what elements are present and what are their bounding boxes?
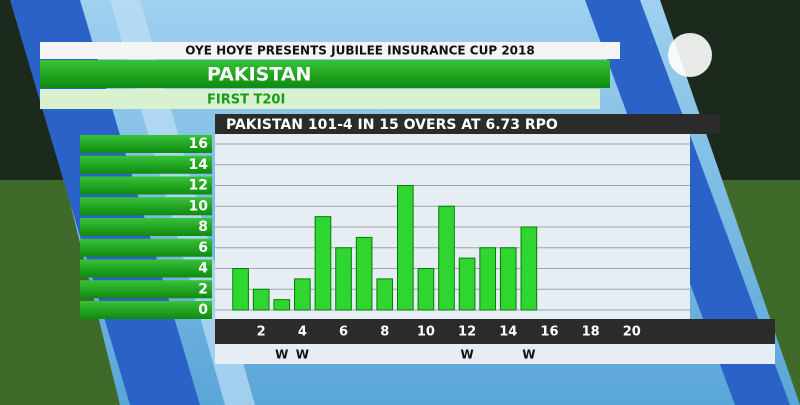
x-axis-bar xyxy=(215,319,775,344)
match-bar xyxy=(40,89,600,109)
bar xyxy=(355,236,373,311)
wicket-bar xyxy=(215,344,775,364)
x-tick-label: 4 xyxy=(298,325,307,340)
y-tick-strip xyxy=(80,176,212,195)
bar xyxy=(479,247,497,311)
bar xyxy=(458,257,476,311)
x-tick-label: 2 xyxy=(257,325,266,340)
x-tick-label: 18 xyxy=(582,325,600,340)
y-tick-label: 14 xyxy=(189,157,209,173)
x-tick-label: 14 xyxy=(499,325,517,340)
team-bar xyxy=(40,60,610,88)
y-tick-strip xyxy=(80,238,212,257)
y-tick-strip xyxy=(80,218,212,236)
y-tick-strip xyxy=(80,197,212,216)
y-tick-strip xyxy=(80,135,212,153)
y-tick-strip xyxy=(80,155,212,174)
y-tick-label: 2 xyxy=(198,281,208,297)
y-tick-strip xyxy=(80,301,212,319)
bar xyxy=(438,205,455,311)
wicket-marker: W xyxy=(460,348,473,362)
wicket-marker: W xyxy=(522,348,535,362)
title: OYE HOYE PRESENTS JUBILEE INSURANCE CUP … xyxy=(185,44,534,58)
bar xyxy=(252,288,270,311)
bar xyxy=(273,299,291,311)
bar xyxy=(520,226,538,311)
floodlight xyxy=(668,33,712,77)
y-tick-label: 4 xyxy=(198,261,208,277)
wicket-marker: W xyxy=(275,348,288,362)
match: FIRST T20I xyxy=(207,93,285,108)
y-tick-label: 12 xyxy=(189,178,208,194)
bar xyxy=(232,268,249,311)
wicket-marker: W xyxy=(296,348,309,362)
x-tick-label: 8 xyxy=(380,325,389,340)
bar xyxy=(417,268,435,311)
x-tick-label: 20 xyxy=(623,325,641,340)
summary-bar xyxy=(215,114,720,134)
y-tick-label: 0 xyxy=(198,302,208,318)
y-tick-label: 6 xyxy=(198,240,208,256)
bar xyxy=(294,278,311,311)
y-tick-label: 16 xyxy=(189,136,208,152)
bar xyxy=(335,247,352,311)
x-tick-label: 10 xyxy=(417,325,435,340)
summary: PAKISTAN 101-4 IN 15 OVERS AT 6.73 RPO xyxy=(226,117,558,133)
bar xyxy=(314,216,332,311)
team: PAKISTAN xyxy=(207,64,311,86)
bar xyxy=(499,247,517,311)
bar xyxy=(396,185,414,311)
y-tick-label: 8 xyxy=(198,219,208,235)
x-tick-label: 16 xyxy=(540,325,558,340)
title-bar xyxy=(40,42,620,59)
y-tick-label: 10 xyxy=(189,198,209,214)
x-tick-label: 6 xyxy=(339,325,348,340)
x-tick-label: 12 xyxy=(458,325,476,340)
y-tick-strip xyxy=(80,280,212,299)
bar xyxy=(376,278,394,311)
y-tick-strip xyxy=(80,259,212,278)
